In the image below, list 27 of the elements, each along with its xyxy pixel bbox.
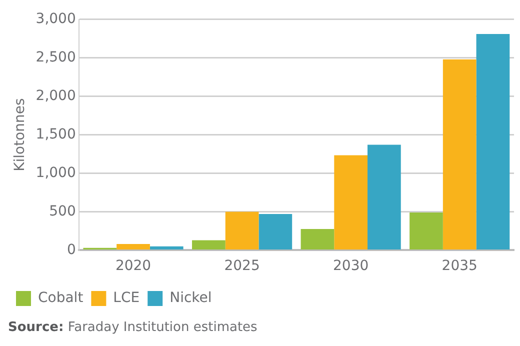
source-note: Source: Faraday Institution estimates [8, 320, 258, 335]
y-axis-title: Kilotonnes [12, 98, 28, 172]
bar [476, 34, 510, 250]
y-tick-label: 0 [66, 242, 76, 258]
bar [410, 212, 443, 250]
legend-label: LCE [113, 290, 140, 306]
bar [258, 214, 292, 250]
x-tick-label: 2030 [333, 258, 369, 274]
bar [225, 212, 259, 250]
y-tick-label: 2,000 [36, 88, 76, 104]
y-tick-label: 500 [49, 203, 76, 220]
y-tick-label: 2,500 [36, 50, 76, 66]
bar [116, 244, 150, 250]
legend-label: Cobalt [38, 290, 84, 306]
bar [368, 144, 401, 250]
bar [334, 155, 368, 250]
x-tick-label: 2020 [115, 258, 152, 274]
x-tick-label: 2035 [442, 258, 478, 274]
y-tick-label: 3,000 [36, 11, 76, 28]
bar [192, 240, 226, 250]
legend-label: Nickel [170, 290, 212, 306]
bar [442, 59, 476, 250]
bar [150, 246, 184, 250]
y-tick-label: 1,000 [36, 164, 76, 181]
y-tick-label: 1,500 [36, 126, 76, 142]
bar [300, 229, 334, 250]
x-tick-label: 2025 [224, 258, 260, 274]
